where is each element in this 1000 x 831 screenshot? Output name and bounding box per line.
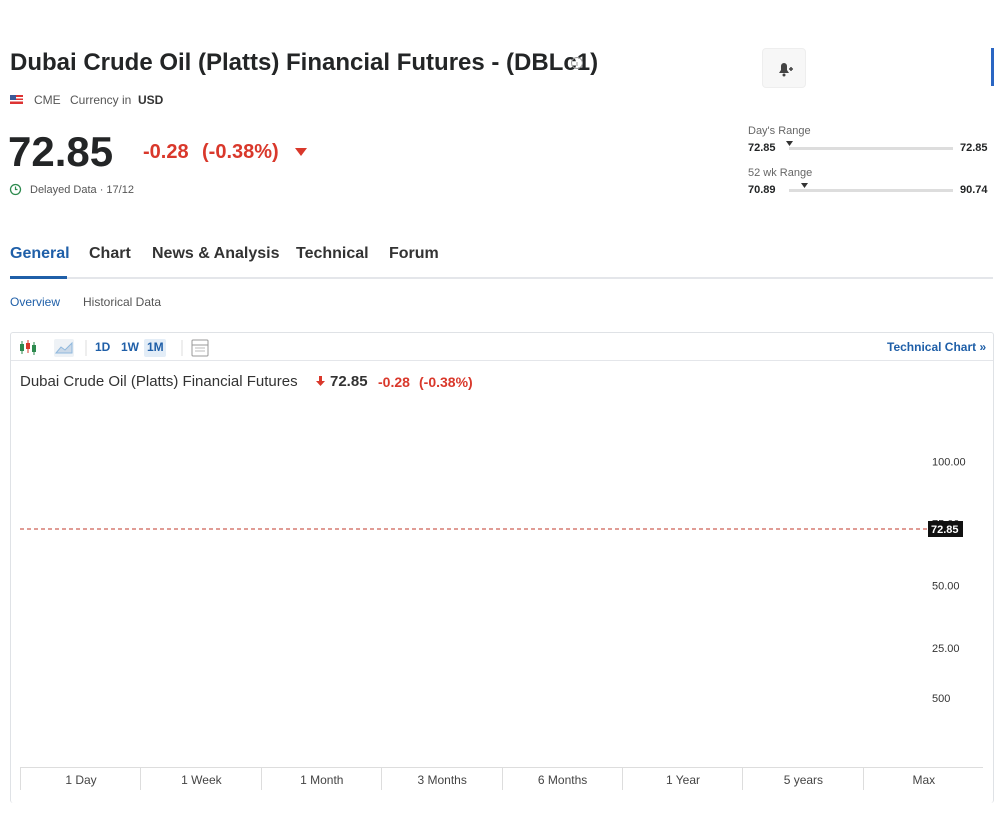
range-low: 72.85 bbox=[748, 142, 776, 154]
tab[interactable]: General bbox=[10, 245, 70, 262]
exchange: CME bbox=[34, 93, 61, 107]
range-high: 72.85 bbox=[960, 142, 988, 154]
price-chart: Apr 2015 2016 2017 2018 2019 2020 2021 2022 2023 2… bbox=[20, 457, 966, 705]
chart-panel bbox=[10, 332, 994, 803]
down-arrow bbox=[295, 148, 307, 156]
us-flag bbox=[10, 95, 23, 104]
range-high: 90.74 bbox=[960, 184, 988, 196]
range-bar bbox=[789, 147, 953, 150]
instrument-title: Dubai Crude Oil (Platts) Financial Futur… bbox=[10, 49, 599, 76]
period-button[interactable]: 5 years bbox=[742, 768, 863, 790]
down-arrow bbox=[316, 376, 325, 386]
tab[interactable]: Forum bbox=[389, 245, 439, 262]
y-tick-label: 100.00 bbox=[932, 457, 966, 469]
interval[interactable]: 1M bbox=[147, 340, 164, 354]
bell-icon bbox=[779, 63, 793, 77]
candles-icon[interactable] bbox=[20, 340, 36, 355]
price: 72.85 bbox=[8, 128, 114, 175]
change-percent: (-0.38%) bbox=[202, 141, 279, 163]
chart-price: 72.85 bbox=[330, 373, 368, 390]
subtab[interactable]: Historical Data bbox=[83, 295, 162, 309]
last-price-label: 72.85 bbox=[931, 524, 959, 536]
chart-change-percent: (-0.38%) bbox=[419, 374, 473, 390]
area-icon[interactable] bbox=[54, 339, 74, 357]
subtab[interactable]: Overview bbox=[10, 295, 61, 309]
period-button[interactable]: Max bbox=[862, 768, 984, 790]
range-bar bbox=[789, 189, 953, 192]
currency: USD bbox=[138, 93, 164, 107]
range-label: 52 wk Range bbox=[748, 167, 813, 179]
period-button[interactable]: 1 Week bbox=[140, 768, 261, 790]
chart-name: Dubai Crude Oil (Platts) Financial Futur… bbox=[20, 373, 298, 390]
technical-chart-link[interactable]: Technical Chart » bbox=[887, 340, 987, 354]
period-button[interactable]: 3 Months bbox=[381, 768, 502, 790]
tab-divider bbox=[10, 277, 993, 279]
tab-underline bbox=[10, 276, 67, 279]
range-marker bbox=[801, 183, 808, 188]
volume-tick-label: 500 bbox=[932, 693, 950, 705]
change: -0.28 bbox=[143, 141, 189, 163]
last-price-box bbox=[928, 520, 963, 537]
y-tick-label: 25.00 bbox=[932, 643, 960, 655]
period-button[interactable]: 6 Months bbox=[501, 768, 623, 790]
range-marker bbox=[786, 141, 793, 146]
alert-button[interactable] bbox=[762, 48, 806, 88]
scroll-indicator bbox=[991, 48, 994, 86]
delayed-data: Delayed Data · 17/12 bbox=[30, 184, 134, 196]
chart-toolbar bbox=[20, 339, 209, 357]
tab[interactable]: Technical bbox=[296, 245, 369, 262]
interval[interactable]: 1D bbox=[95, 340, 111, 354]
range-label: Day's Range bbox=[748, 125, 811, 137]
calendar-icon[interactable] bbox=[191, 339, 209, 357]
period-border bbox=[20, 767, 983, 768]
period-button[interactable]: 1 Month bbox=[260, 768, 382, 790]
period-bar: 1 Day 1 Week 1 Month 3 Months 6 Months 1 Year… bbox=[20, 0, 983, 790]
toolbar-divider bbox=[11, 360, 993, 361]
range-low: 70.89 bbox=[748, 184, 776, 196]
clock-icon bbox=[9, 183, 22, 196]
y-tick-label: 50.00 bbox=[932, 581, 960, 593]
tab[interactable]: News & Analysis bbox=[152, 245, 280, 262]
currency-label: Currency in bbox=[70, 93, 132, 107]
period-button[interactable]: 1 Day bbox=[20, 768, 141, 790]
interval-active bbox=[144, 339, 166, 357]
interval[interactable]: 1W bbox=[121, 340, 139, 354]
info-icon[interactable] bbox=[570, 56, 584, 70]
chart-change: -0.28 bbox=[378, 374, 410, 390]
period-button[interactable]: 1 Year bbox=[622, 768, 743, 790]
tab[interactable]: Chart bbox=[89, 245, 131, 262]
